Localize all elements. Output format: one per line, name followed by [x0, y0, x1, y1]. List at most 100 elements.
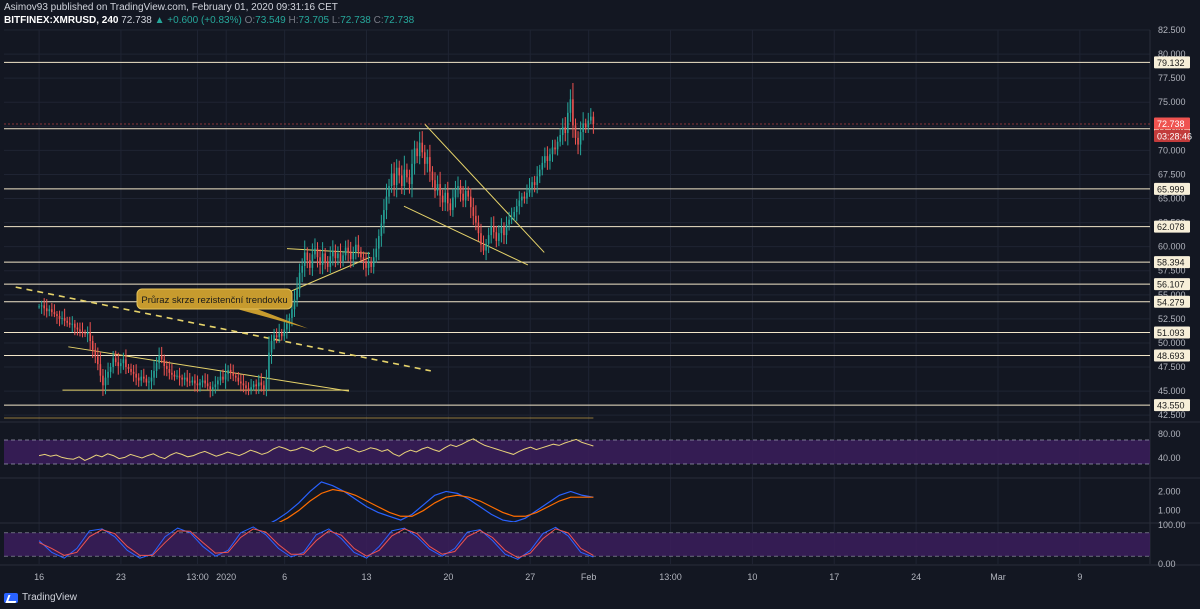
- annotation-pointer: [237, 309, 309, 329]
- level-price-tag-bg: [1154, 349, 1190, 362]
- candle-body: [66, 320, 68, 323]
- stoch-k-line: [38, 526, 594, 560]
- candle-body: [513, 212, 515, 217]
- rsi-tick-label: 40.00: [1158, 453, 1181, 463]
- macd-line: [270, 481, 594, 522]
- price-tick-label: 50.000: [1158, 338, 1186, 348]
- candle-body: [367, 262, 370, 268]
- rsi-tick-label: 80.00: [1158, 429, 1181, 439]
- candle-body: [538, 169, 541, 177]
- candle-body: [76, 327, 79, 330]
- candle-body: [43, 305, 45, 309]
- candle-body: [462, 193, 464, 201]
- candle-body: [224, 373, 227, 380]
- level-price-tag-bg: [1154, 295, 1190, 308]
- candle-body: [485, 243, 487, 251]
- candle-body: [53, 312, 56, 315]
- candle-body: [286, 323, 288, 330]
- candle-body: [360, 251, 362, 258]
- candle-body: [388, 186, 390, 197]
- candle-body: [383, 210, 385, 224]
- candle-body: [544, 156, 546, 163]
- level-price-tag-bg: [1154, 326, 1190, 339]
- candle-body: [498, 233, 500, 241]
- level-price-tag: 48.693: [1157, 351, 1185, 361]
- candle-body: [201, 380, 204, 383]
- time-tick-label: 6: [282, 572, 287, 582]
- candle-body: [74, 323, 76, 328]
- candle-body: [487, 235, 490, 244]
- candle-body: [561, 127, 564, 135]
- candle-body: [326, 262, 329, 267]
- price-tick-label: 47.500: [1158, 362, 1186, 372]
- candle-body: [45, 308, 48, 312]
- candle-body: [107, 371, 109, 378]
- candle-body: [362, 257, 365, 262]
- time-tick-label: 16: [34, 572, 44, 582]
- trendline: [15, 286, 431, 372]
- candle-body: [275, 335, 278, 338]
- candle-body: [48, 309, 51, 312]
- bar-countdown-tag-bg: [1154, 130, 1190, 143]
- level-price-tag: 43.550: [1157, 401, 1185, 411]
- candle-body: [102, 375, 104, 386]
- candle-body: [58, 316, 61, 319]
- candle-body: [117, 362, 120, 367]
- tradingview-brand: TradingView: [22, 592, 78, 603]
- candle-body: [344, 247, 347, 256]
- candle-body: [160, 355, 163, 360]
- candle-body: [122, 359, 125, 364]
- price-tick-label: 57.500: [1158, 266, 1186, 276]
- candle-body: [173, 374, 176, 377]
- candle-body: [140, 376, 143, 381]
- candle-body: [324, 253, 326, 263]
- last-price-tag-bg: [1154, 117, 1190, 130]
- candle-body: [79, 329, 81, 332]
- candle-body: [120, 363, 122, 367]
- time-tick-label: 20: [443, 572, 453, 582]
- candle-body: [280, 333, 283, 337]
- candle-body: [436, 184, 439, 191]
- symbol-name[interactable]: BITFINEX:XMRUSD, 240: [4, 15, 119, 26]
- candle-body: [298, 272, 301, 290]
- last-price: 72.738: [121, 15, 152, 26]
- candle-body: [564, 127, 567, 134]
- candle-body: [518, 200, 521, 207]
- candle-body: [204, 380, 206, 384]
- candle-body: [81, 331, 84, 334]
- candle-body: [132, 371, 135, 374]
- candle-body: [467, 190, 470, 197]
- candle-body: [252, 384, 255, 388]
- candle-body: [329, 256, 332, 267]
- low-value: 72.738: [340, 15, 371, 26]
- publish-info: Asimov93 published on TradingView.com, F…: [4, 2, 338, 13]
- candle-body: [505, 224, 508, 236]
- level-price-tag-bg: [1154, 399, 1190, 412]
- candle-body: [222, 376, 224, 380]
- level-price-tag: 62.078: [1157, 222, 1185, 232]
- candles: [38, 83, 595, 398]
- candle-body: [270, 341, 273, 353]
- candle-body: [296, 289, 298, 300]
- candle-body: [452, 197, 454, 211]
- candle-body: [250, 387, 252, 391]
- candle-body: [372, 257, 375, 267]
- candle-body: [480, 233, 482, 245]
- tradingview-logo[interactable]: TradingView: [4, 592, 77, 603]
- candle-body: [186, 377, 189, 382]
- candle-body: [316, 248, 319, 258]
- candle-body: [510, 216, 513, 220]
- candle-body: [38, 306, 40, 308]
- candle-body: [114, 358, 117, 363]
- candle-body: [145, 378, 148, 383]
- candle-body: [86, 332, 89, 335]
- candle-body: [431, 171, 434, 181]
- stoch-tick-label: 0.00: [1158, 559, 1176, 569]
- candle-body: [265, 378, 268, 390]
- candle-body: [584, 123, 587, 128]
- candle-body: [503, 227, 505, 236]
- price-tick-label: 75.000: [1158, 97, 1186, 107]
- candle-body: [531, 182, 533, 188]
- candle-body: [153, 370, 155, 378]
